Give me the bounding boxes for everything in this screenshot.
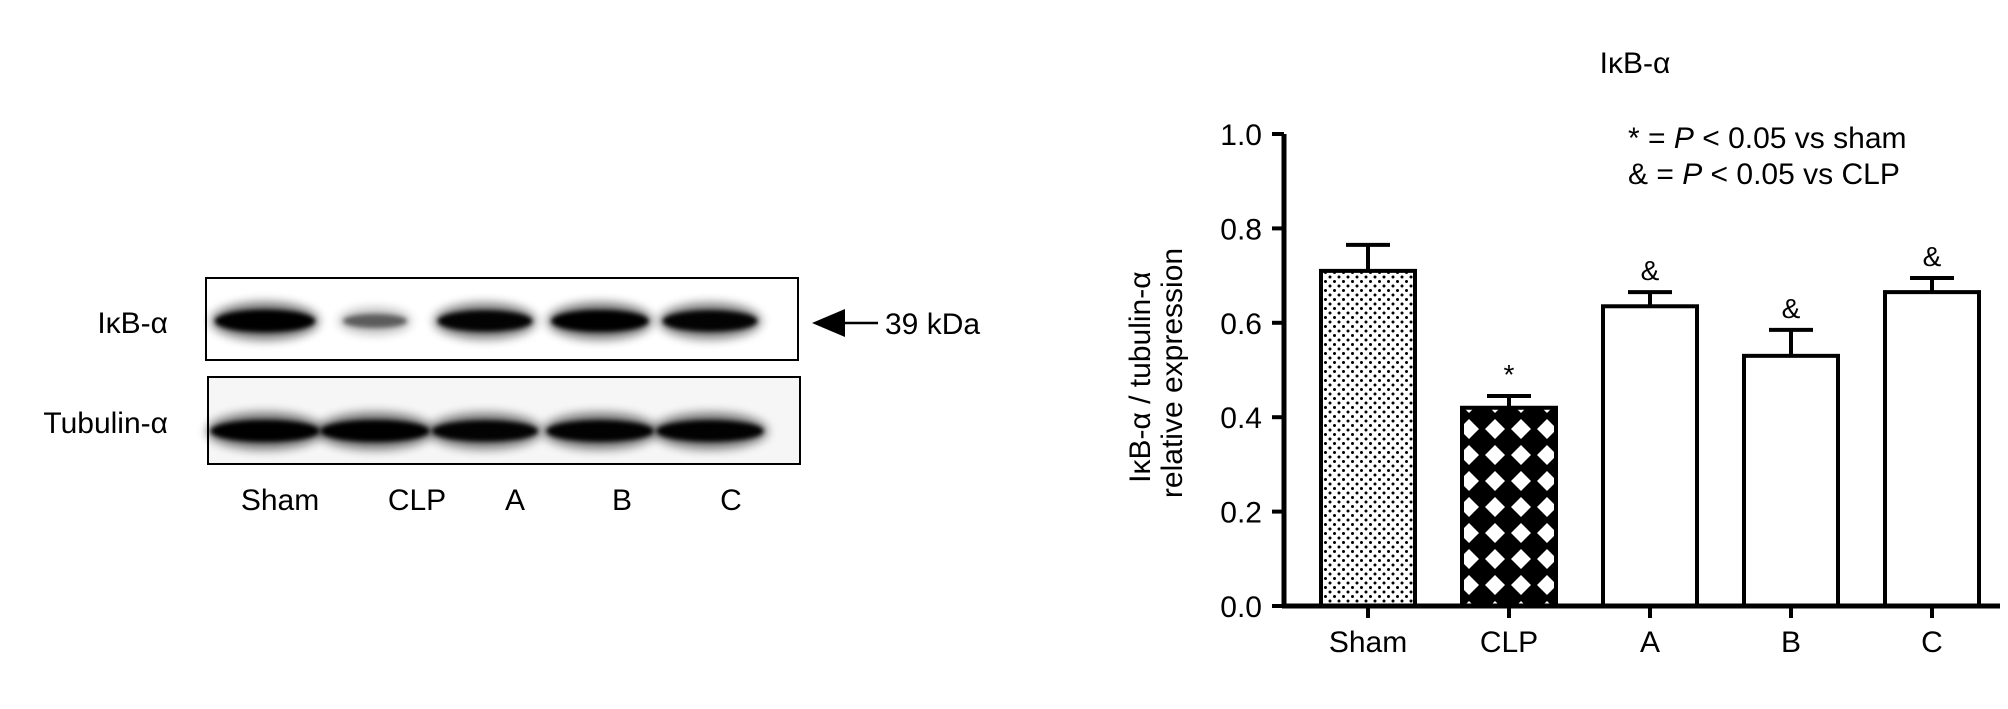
- blot-lane-label: B: [612, 484, 632, 517]
- blot-lane-label: C: [720, 484, 742, 517]
- blot-bands-ikb: [211, 302, 762, 340]
- blot-bands-tubulin: [206, 412, 768, 450]
- bar-chart: IκB-α * = P < 0.05 vs sham & = P < 0.05 …: [1124, 47, 2000, 659]
- legend-line-2-prefix: & =: [1628, 158, 1682, 191]
- y-tick-label: 0.6: [1220, 308, 1262, 341]
- y-tick-label: 0.4: [1220, 402, 1262, 435]
- significance-marker: *: [1504, 359, 1515, 390]
- blot-band: [215, 309, 315, 333]
- bar-a: [1601, 304, 1699, 608]
- bar-c: [1883, 290, 1981, 608]
- blot-band: [551, 310, 649, 332]
- x-tick-label: Sham: [1329, 626, 1407, 659]
- x-tick-label: CLP: [1480, 626, 1538, 659]
- significance-marker: &: [1923, 241, 1942, 272]
- blot-row-label-tubulin: Tubulin-α: [43, 407, 168, 440]
- blot-band: [656, 420, 764, 442]
- blot-lane-label: Sham: [241, 484, 319, 517]
- significance-marker: &: [1782, 293, 1801, 324]
- blot-band: [342, 314, 408, 328]
- blot-band: [320, 420, 430, 442]
- y-axis-label: IκB-α / tubulin-α relative expression: [1124, 248, 1189, 498]
- x-tick-label: C: [1921, 626, 1943, 659]
- x-tick-label: B: [1781, 626, 1801, 659]
- blot-band: [546, 420, 654, 442]
- legend-line-1-p: P: [1674, 122, 1694, 155]
- blot-lane-labels: Sham CLP A B C: [241, 484, 742, 517]
- legend-line-2-suffix: < 0.05 vs CLP: [1702, 158, 1900, 191]
- blot-band: [662, 310, 758, 332]
- legend-line-1-suffix: < 0.05 vs sham: [1694, 122, 1907, 155]
- legend-line-2-p: P: [1682, 158, 1702, 191]
- bar-b: [1742, 353, 1840, 608]
- blot-band: [210, 420, 320, 442]
- bar-sham: [1319, 268, 1417, 608]
- western-blot: IκB-α Tubulin-α Sham CLP A B C 39 kDa: [43, 277, 980, 517]
- blot-lane-label: A: [505, 484, 525, 517]
- molecular-weight-marker: 39 kDa: [885, 308, 980, 341]
- bar-clp: [1460, 405, 1558, 609]
- y-tick-label: 0.8: [1220, 213, 1262, 246]
- x-tick-label: A: [1640, 626, 1660, 659]
- plot-area: 0.0 0.2 0.4 0.6 0.8 1.0 Sham * CLP & A & B & C: [1220, 119, 2000, 659]
- y-axis-label-line-2: relative expression: [1156, 248, 1189, 498]
- blot-lane-label: CLP: [388, 484, 446, 517]
- y-tick-label: 1.0: [1220, 119, 1262, 152]
- arrow-icon: [812, 309, 845, 337]
- significance-marker: &: [1641, 255, 1660, 286]
- y-tick-label: 0.0: [1220, 591, 1262, 624]
- chart-title: IκB-α: [1600, 47, 1671, 80]
- blot-band: [437, 310, 533, 332]
- legend-line-1-prefix: * =: [1628, 122, 1674, 155]
- legend-line-2: & = P < 0.05 vs CLP: [1628, 158, 1900, 191]
- blot-row-label-ikb: IκB-α: [97, 307, 168, 340]
- blot-band: [432, 420, 538, 442]
- y-tick-label: 0.2: [1220, 497, 1262, 530]
- legend-line-1: * = P < 0.05 vs sham: [1628, 122, 1907, 155]
- y-axis-label-line-1: IκB-α / tubulin-α: [1124, 271, 1157, 482]
